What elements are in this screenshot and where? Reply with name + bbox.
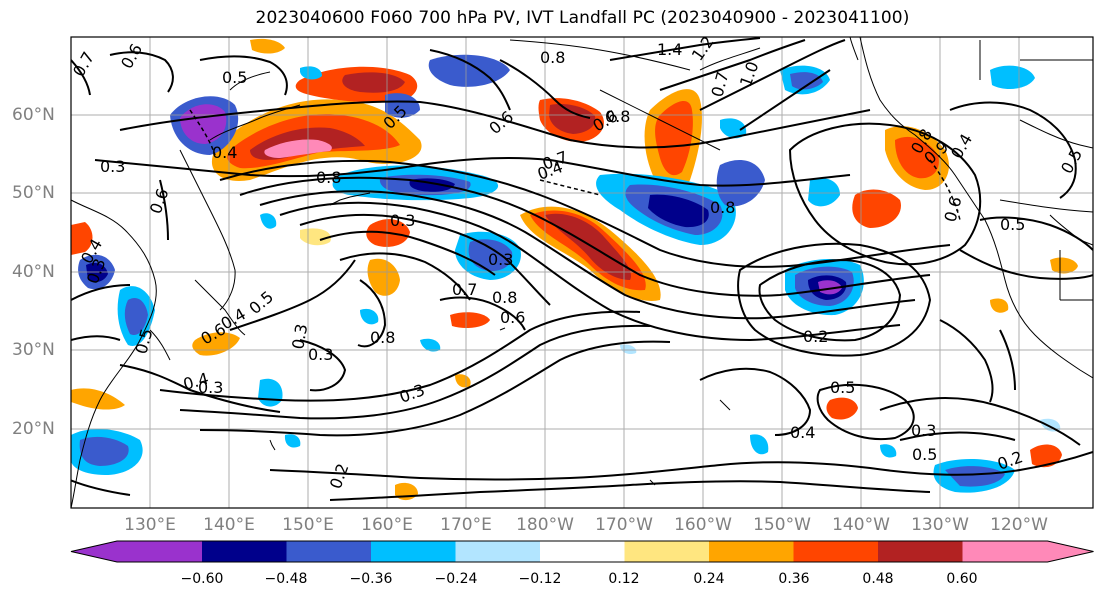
colorbar-segment xyxy=(455,541,541,562)
contour-label: 0.5 xyxy=(830,378,855,397)
contour-label: 0.8 xyxy=(492,288,517,307)
colorbar-segment xyxy=(962,541,1048,562)
contour-label: 0.5 xyxy=(1000,215,1025,234)
contour-label: 1.4 xyxy=(657,40,682,59)
colorbar-tick-label: 0.12 xyxy=(608,571,640,587)
contour-label: 0.3 xyxy=(100,157,125,176)
gridlines xyxy=(71,37,1093,508)
coastlines xyxy=(71,37,1093,508)
contour-label: 0.2 xyxy=(803,327,828,346)
contour-label: 0.5 xyxy=(912,445,937,464)
lon-label-120w: 120°W xyxy=(990,515,1048,535)
contour-label: 0.3 xyxy=(390,211,415,230)
colorbar-segment xyxy=(540,541,625,562)
contour-label: 0.8 xyxy=(316,168,341,187)
contour-label: 0.7 xyxy=(452,280,477,299)
dashed-contours xyxy=(189,109,961,221)
colorbar-tick-label: −0.60 xyxy=(180,571,224,587)
contour-label: 0.4 xyxy=(212,143,237,162)
colorbar-segment xyxy=(878,541,963,562)
colorbar-tick-label: −0.24 xyxy=(434,571,478,587)
map-frame xyxy=(70,36,1094,509)
colorbar-tick-label: −0.48 xyxy=(264,571,308,587)
lon-label-160w: 160°W xyxy=(674,515,732,535)
colorbar-tick-label: 0.60 xyxy=(946,571,978,587)
lat-label-60n: 60°N xyxy=(12,105,55,125)
lon-label-180w: 180°W xyxy=(516,515,574,535)
contour-label: 0.3 xyxy=(488,250,513,269)
colorbar-tick-label: 0.24 xyxy=(693,571,725,587)
lon-label-150e: 150°E xyxy=(282,515,334,535)
colorbar-outline xyxy=(70,540,1094,563)
map-area: 0.7 0.60.51.4 1.20.80.7 1.00.80.6 0.60.50.40… xyxy=(71,37,1093,508)
lat-label-50n: 50°N xyxy=(12,183,55,203)
colorbar-tick-label: 0.36 xyxy=(778,571,810,587)
contour-label: 0.8 xyxy=(370,328,395,347)
lon-label-130e: 130°E xyxy=(124,515,176,535)
lat-label-40n: 40°N xyxy=(12,262,55,282)
contour-label: 0.4 xyxy=(790,423,815,442)
colorbar-segment xyxy=(202,541,287,562)
lat-label-20n: 20°N xyxy=(12,419,55,439)
lon-label-150w: 150°W xyxy=(753,515,811,535)
contour-label: 0.8 xyxy=(710,198,735,217)
lon-label-130w: 130°W xyxy=(911,515,969,535)
lat-label-30n: 30°N xyxy=(12,340,55,360)
colorbar-tick-label: −0.12 xyxy=(518,571,562,587)
colorbar-segment xyxy=(793,541,879,562)
lon-label-170e: 170°E xyxy=(440,515,492,535)
lon-label-160e: 160°E xyxy=(361,515,413,535)
colorbar-segment xyxy=(117,541,203,562)
islands xyxy=(269,192,731,486)
contour-label: 0.3 xyxy=(288,322,311,350)
colorbar-segment xyxy=(286,541,372,562)
colorbar-segment xyxy=(709,541,794,562)
contour-label: 0.3 xyxy=(911,421,936,440)
contour-label: 0.6 xyxy=(500,308,525,327)
contour-label: 0.5 xyxy=(222,68,247,87)
figure-title: 2023040600 F060 700 hPa PV, IVT Landfall… xyxy=(255,8,910,28)
lon-label-170w: 170°W xyxy=(595,515,653,535)
colorbar-extend-high xyxy=(1047,541,1094,562)
colorbar-segment xyxy=(371,541,456,562)
contour-label: 0.8 xyxy=(540,48,565,67)
colorbar-tick-label: −0.36 xyxy=(349,571,393,587)
contour-label: 0.3 xyxy=(308,345,333,364)
lon-label-140w: 140°W xyxy=(832,515,890,535)
contour-label: 0.3 xyxy=(198,378,223,397)
colorbar-tick-label: 0.48 xyxy=(862,571,894,587)
colorbar-segment xyxy=(624,541,710,562)
colorbar-extend-low xyxy=(71,541,117,562)
contour-label: 0.8 xyxy=(605,107,630,126)
lon-label-140e: 140°E xyxy=(203,515,255,535)
colorbar xyxy=(70,540,1094,563)
contours xyxy=(71,37,1093,501)
